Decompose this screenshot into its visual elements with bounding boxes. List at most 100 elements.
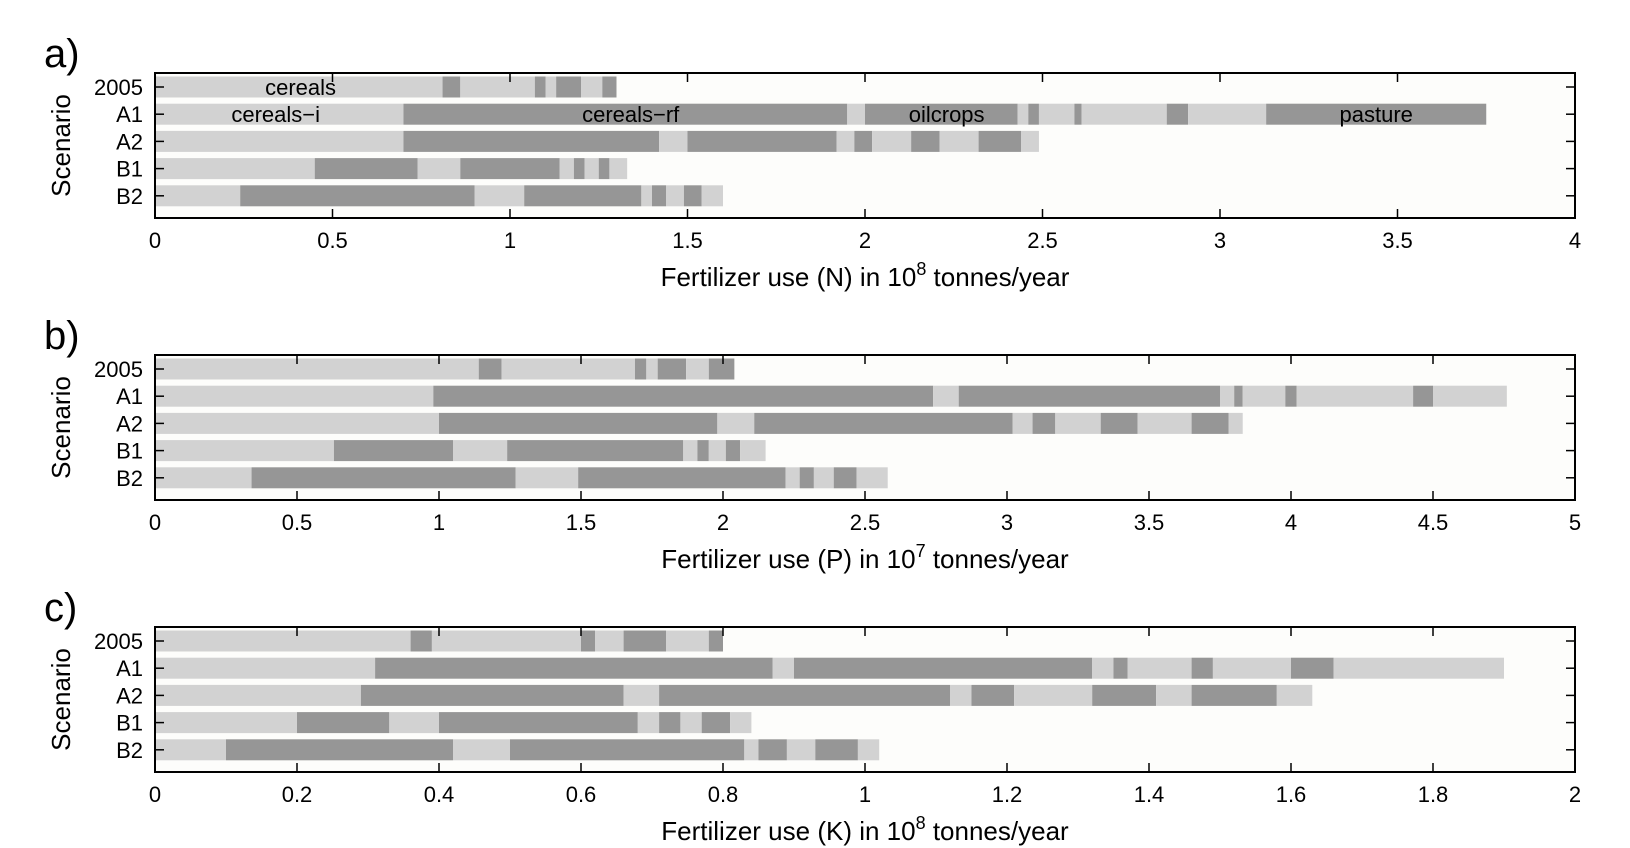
y-tick-label: A1 xyxy=(116,102,143,127)
bar-segment xyxy=(950,684,972,706)
x-tick-label: 0.4 xyxy=(424,782,455,807)
bar-segment xyxy=(717,412,755,434)
x-axis-label-unit: tonnes/year xyxy=(926,262,1069,292)
y-tick-label: B2 xyxy=(116,184,143,209)
bar-segment xyxy=(1266,103,1487,125)
bar-segment xyxy=(559,158,574,180)
bar-segment xyxy=(933,385,959,407)
bar-segment xyxy=(786,739,816,761)
bar-segment xyxy=(659,712,681,734)
bar-segment xyxy=(389,712,439,734)
bar-segment xyxy=(1291,657,1334,679)
bar-segment xyxy=(730,712,752,734)
bar-segment xyxy=(623,684,660,706)
bar-segment xyxy=(1038,103,1075,125)
bar-segment xyxy=(641,185,652,207)
bar-segment xyxy=(813,467,834,489)
y-tick-label: A1 xyxy=(116,656,143,681)
bar-segment xyxy=(155,712,297,734)
bar-segment xyxy=(524,185,642,207)
x-tick-label: 1.2 xyxy=(992,782,1023,807)
bar-segment xyxy=(657,358,687,380)
bar-segment xyxy=(857,739,880,761)
bar-segment xyxy=(978,130,1022,152)
bar-segment xyxy=(1156,684,1192,706)
x-tick-label: 0.8 xyxy=(708,782,739,807)
bar-segment xyxy=(754,412,1013,434)
bar-segment xyxy=(403,130,660,152)
y-tick-label: B1 xyxy=(116,157,143,182)
bar-segment xyxy=(1220,385,1235,407)
bar-segment xyxy=(478,358,502,380)
bar-segment xyxy=(1014,684,1093,706)
y-tick-label: B1 xyxy=(116,439,143,464)
bar-segment xyxy=(1092,657,1114,679)
bar-segment xyxy=(958,385,1220,407)
bar-segment xyxy=(602,76,617,98)
x-axis-label-text: Fertilizer use (P) in 10 xyxy=(661,544,915,574)
bar-segment xyxy=(501,358,635,380)
x-tick-label: 3.5 xyxy=(1134,510,1165,535)
x-tick-label: 1 xyxy=(433,510,445,535)
bar-segment xyxy=(1127,657,1192,679)
bar-segment xyxy=(155,440,334,462)
bar-segment xyxy=(1092,684,1157,706)
bar-segment xyxy=(659,684,951,706)
bar-segment xyxy=(686,358,709,380)
bar-segment xyxy=(442,76,461,98)
bar-segment xyxy=(314,158,418,180)
bar-segment xyxy=(680,712,702,734)
bar-segment xyxy=(659,130,688,152)
x-tick-label: 4.5 xyxy=(1418,510,1449,535)
bar-segment xyxy=(911,130,940,152)
bar-segment xyxy=(155,185,241,207)
bar-segment xyxy=(637,712,660,734)
bar-segment xyxy=(1028,103,1039,125)
x-axis-label-exponent: 8 xyxy=(916,259,926,279)
bar-segment xyxy=(1188,103,1267,125)
bar-segment xyxy=(1137,412,1192,434)
bar-segment xyxy=(403,103,848,125)
y-tick-label: A2 xyxy=(116,129,143,154)
bar-segment xyxy=(646,358,658,380)
x-axis-label: Fertilizer use (N) in 108 tonnes/year xyxy=(661,259,1070,292)
bar-segment xyxy=(155,358,479,380)
x-axis-label-exponent: 8 xyxy=(916,813,926,833)
x-tick-label: 1 xyxy=(859,782,871,807)
segment-label: pasture xyxy=(1340,102,1413,127)
x-tick-label: 0.2 xyxy=(282,782,313,807)
bar-segment xyxy=(155,467,252,489)
bar-segment xyxy=(872,130,912,152)
x-tick-label: 2.5 xyxy=(1027,228,1058,253)
bar-segment xyxy=(155,76,443,98)
y-axis-label: Scenario xyxy=(46,376,76,479)
bar-segment xyxy=(510,739,745,761)
x-tick-label: 0.5 xyxy=(282,510,313,535)
x-tick-label: 2 xyxy=(1569,782,1581,807)
x-tick-label: 0 xyxy=(149,510,161,535)
bar-segment xyxy=(578,467,786,489)
y-tick-label: B2 xyxy=(116,738,143,763)
x-tick-label: 0.5 xyxy=(317,228,348,253)
bar-segment xyxy=(708,440,726,462)
x-tick-label: 1.8 xyxy=(1418,782,1449,807)
bar-segment xyxy=(856,467,888,489)
bar-segment xyxy=(701,712,731,734)
bar-segment xyxy=(155,657,376,679)
bar-segment xyxy=(1212,657,1291,679)
bar-segment xyxy=(939,130,979,152)
y-axis-label: Scenario xyxy=(46,648,76,751)
bar-segment xyxy=(333,440,454,462)
bar-segment xyxy=(507,440,684,462)
y-tick-label: B1 xyxy=(116,711,143,736)
bar-segment xyxy=(1276,684,1313,706)
bar-segment xyxy=(439,712,638,734)
bar-segment xyxy=(1074,103,1082,125)
x-tick-label: 2.5 xyxy=(850,510,881,535)
x-tick-label: 3 xyxy=(1001,510,1013,535)
bar-segment xyxy=(854,130,873,152)
bar-segment xyxy=(652,185,667,207)
